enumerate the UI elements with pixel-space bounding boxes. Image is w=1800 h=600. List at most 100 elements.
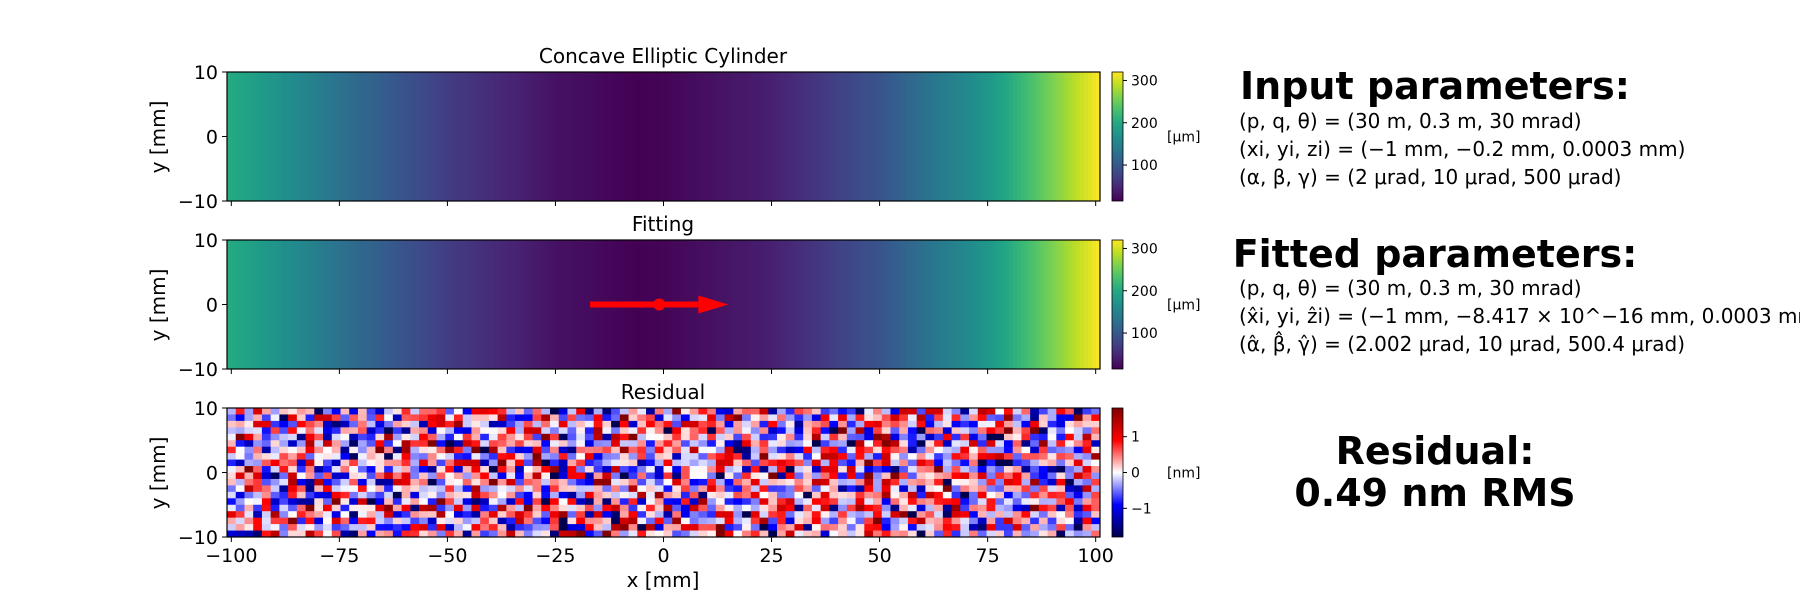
heatmap-strip xyxy=(457,240,462,369)
residual-cell xyxy=(1038,459,1049,467)
residual-cell xyxy=(1047,478,1057,486)
residual-cell xyxy=(776,453,787,460)
residual-cell xyxy=(401,408,411,415)
heatmap-strip xyxy=(1080,240,1085,369)
heatmap-strip xyxy=(961,240,966,369)
residual-cell xyxy=(829,472,839,480)
residual-cell xyxy=(480,524,490,531)
residual-cell xyxy=(637,433,647,441)
heatmap-strip xyxy=(480,72,486,201)
residual-cell xyxy=(715,420,726,428)
residual-cell xyxy=(672,485,682,493)
fitting-overlay xyxy=(590,295,729,314)
residual-cell xyxy=(637,408,647,415)
residual-cell xyxy=(384,472,394,480)
residual-cell xyxy=(462,420,472,428)
residual-cell xyxy=(349,485,359,493)
residual-cell xyxy=(995,414,1005,422)
residual-cell xyxy=(759,440,769,448)
residual-cell xyxy=(995,491,1005,499)
residual-cell xyxy=(855,504,865,512)
residual-cell xyxy=(593,440,603,448)
residual-cell xyxy=(1012,414,1022,422)
residual-cell xyxy=(689,427,699,435)
heatmap-strip xyxy=(512,240,518,369)
residual-cell xyxy=(890,427,900,435)
residual-cell xyxy=(698,524,708,531)
residual-cell xyxy=(488,472,499,480)
residual-cell xyxy=(611,472,621,480)
residual-cell xyxy=(419,524,429,531)
residual-cell xyxy=(314,504,324,512)
residual-cell xyxy=(724,511,734,519)
residual-cell xyxy=(410,440,420,448)
residual-cell xyxy=(296,485,306,493)
residual-cell xyxy=(907,504,918,512)
residual-cell xyxy=(331,491,341,499)
residual-cell xyxy=(899,491,909,499)
residual-cell xyxy=(698,530,708,538)
residual-cell xyxy=(724,498,734,506)
residual-cell xyxy=(401,472,411,480)
residual-cell xyxy=(384,504,394,512)
residual-cell xyxy=(803,511,813,519)
heatmap-strip xyxy=(969,72,974,201)
residual-cell xyxy=(785,498,795,506)
residual-cell xyxy=(1012,433,1022,441)
residual-cell xyxy=(1038,524,1049,531)
residual-cell xyxy=(680,420,691,428)
heatmap-strip xyxy=(941,240,946,369)
residual-cell xyxy=(288,491,298,499)
residual-cell xyxy=(235,459,245,467)
residual-cell xyxy=(227,420,237,428)
residual-cell xyxy=(811,420,822,428)
residual-cell xyxy=(331,459,341,467)
residual-cell xyxy=(960,446,970,454)
residual-cell xyxy=(1012,472,1022,480)
heatmap-strip xyxy=(350,240,355,369)
residual-cell xyxy=(471,472,481,480)
residual-cell xyxy=(515,517,525,525)
heatmap-strip xyxy=(389,240,395,369)
residual-cell xyxy=(890,504,900,512)
residual-cell xyxy=(366,459,376,467)
heatmap-strip xyxy=(976,240,982,369)
heatmap-strip xyxy=(957,240,962,369)
residual-cell xyxy=(331,485,341,493)
residual-cell xyxy=(846,491,856,499)
residual-cell xyxy=(375,408,385,415)
residual-cell xyxy=(515,466,525,473)
heatmap-strip xyxy=(310,240,315,369)
residual-cell xyxy=(506,446,516,454)
residual-cell xyxy=(986,427,996,435)
heatmap-strip xyxy=(826,240,831,369)
heatmap-strip xyxy=(893,240,899,369)
residual-cell xyxy=(785,530,795,538)
residual-cell xyxy=(873,472,883,480)
residual-cell xyxy=(235,427,245,435)
residual-cell xyxy=(349,459,359,467)
residual-cell xyxy=(890,408,900,415)
residual-cell xyxy=(846,459,856,467)
residual-cell xyxy=(654,491,664,499)
residual-cell xyxy=(750,440,760,448)
residual-cell xyxy=(532,446,542,454)
residual-cell xyxy=(331,408,341,415)
residual-cell xyxy=(820,517,830,525)
residual-cell xyxy=(873,420,883,428)
colorbar-tick-label: 100 xyxy=(1131,326,1158,342)
residual-cell xyxy=(305,485,315,493)
residual-cell xyxy=(960,459,970,467)
residual-cell xyxy=(523,498,533,506)
residual-cell xyxy=(951,466,961,473)
residual-cell xyxy=(515,414,525,422)
residual-cell xyxy=(523,466,533,473)
residual-cell xyxy=(1065,433,1075,441)
residual-cell xyxy=(1073,478,1083,486)
residual-cell xyxy=(506,459,516,467)
residual-cell xyxy=(811,459,822,467)
residual-cell xyxy=(261,420,272,428)
heatmap-strip xyxy=(850,72,855,201)
residual-cell xyxy=(323,530,333,538)
heatmap-strip xyxy=(790,240,796,369)
